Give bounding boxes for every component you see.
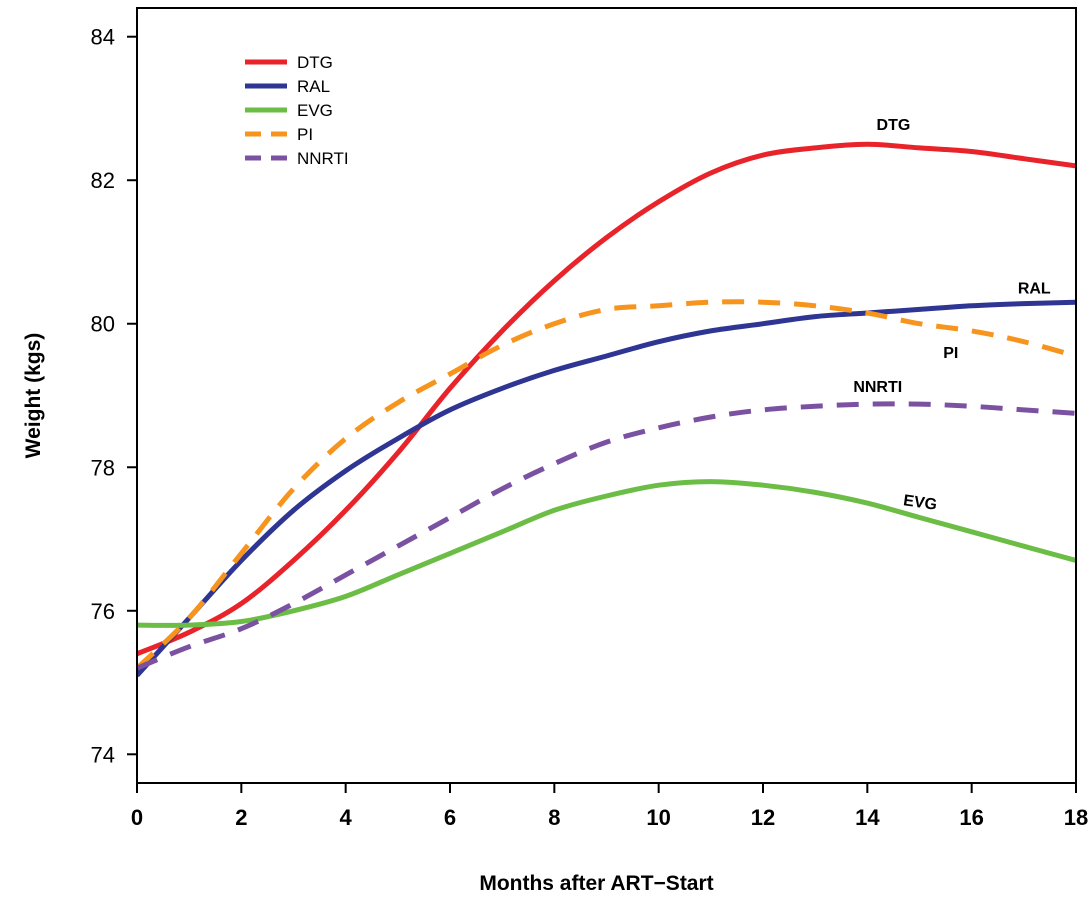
x-tick-label: 18 (1064, 805, 1088, 830)
x-axis: 0 2 4 6 8 10 12 14 16 18 (131, 783, 1088, 830)
legend-label-ral: RAL (297, 77, 330, 96)
legend-label-nnrti: NNRTI (297, 149, 349, 168)
curve-labels: DTG RAL EVG PI NNRTI (853, 117, 1051, 514)
series-line-ral (137, 299, 1076, 678)
curve-label-ral: RAL (1018, 280, 1051, 297)
y-tick-label: 76 (91, 599, 115, 624)
x-tick-label: 16 (959, 805, 983, 830)
legend-label-dtg: DTG (297, 53, 333, 72)
x-tick-label: 10 (646, 805, 670, 830)
series-line-nnrti (137, 401, 1076, 671)
series-line-evg (137, 479, 1076, 628)
curve-label-evg: EVG (902, 492, 938, 514)
legend: DTG RAL EVG PI NNRTI (245, 53, 349, 168)
x-tick-label: 2 (235, 805, 247, 830)
x-tick-label: 0 (131, 805, 143, 830)
curve-label-nnrti: NNRTI (853, 379, 902, 396)
y-tick-label: 74 (91, 742, 115, 767)
y-axis-title: Weight (kgs) (22, 333, 45, 459)
y-axis: 74 76 78 80 82 84 (91, 25, 137, 767)
x-axis-title: Months after ART−Start (479, 872, 713, 895)
curve-label-dtg: DTG (877, 117, 911, 134)
y-tick-label: 80 (91, 312, 115, 337)
x-tick-label: 12 (751, 805, 775, 830)
x-tick-label: 8 (548, 805, 560, 830)
series-line-pi (137, 299, 1076, 670)
plot-frame (136, 7, 1077, 784)
y-tick-label: 84 (91, 25, 115, 50)
legend-label-evg: EVG (297, 101, 333, 120)
y-tick-label: 78 (91, 455, 115, 480)
y-tick-label: 82 (91, 168, 115, 193)
x-tick-label: 14 (855, 805, 880, 830)
series-line-dtg (137, 141, 1076, 657)
legend-label-pi: PI (297, 125, 313, 144)
series-lines (137, 141, 1076, 678)
curve-label-pi: PI (943, 345, 958, 362)
x-tick-label: 6 (444, 805, 456, 830)
x-tick-label: 4 (340, 805, 353, 830)
